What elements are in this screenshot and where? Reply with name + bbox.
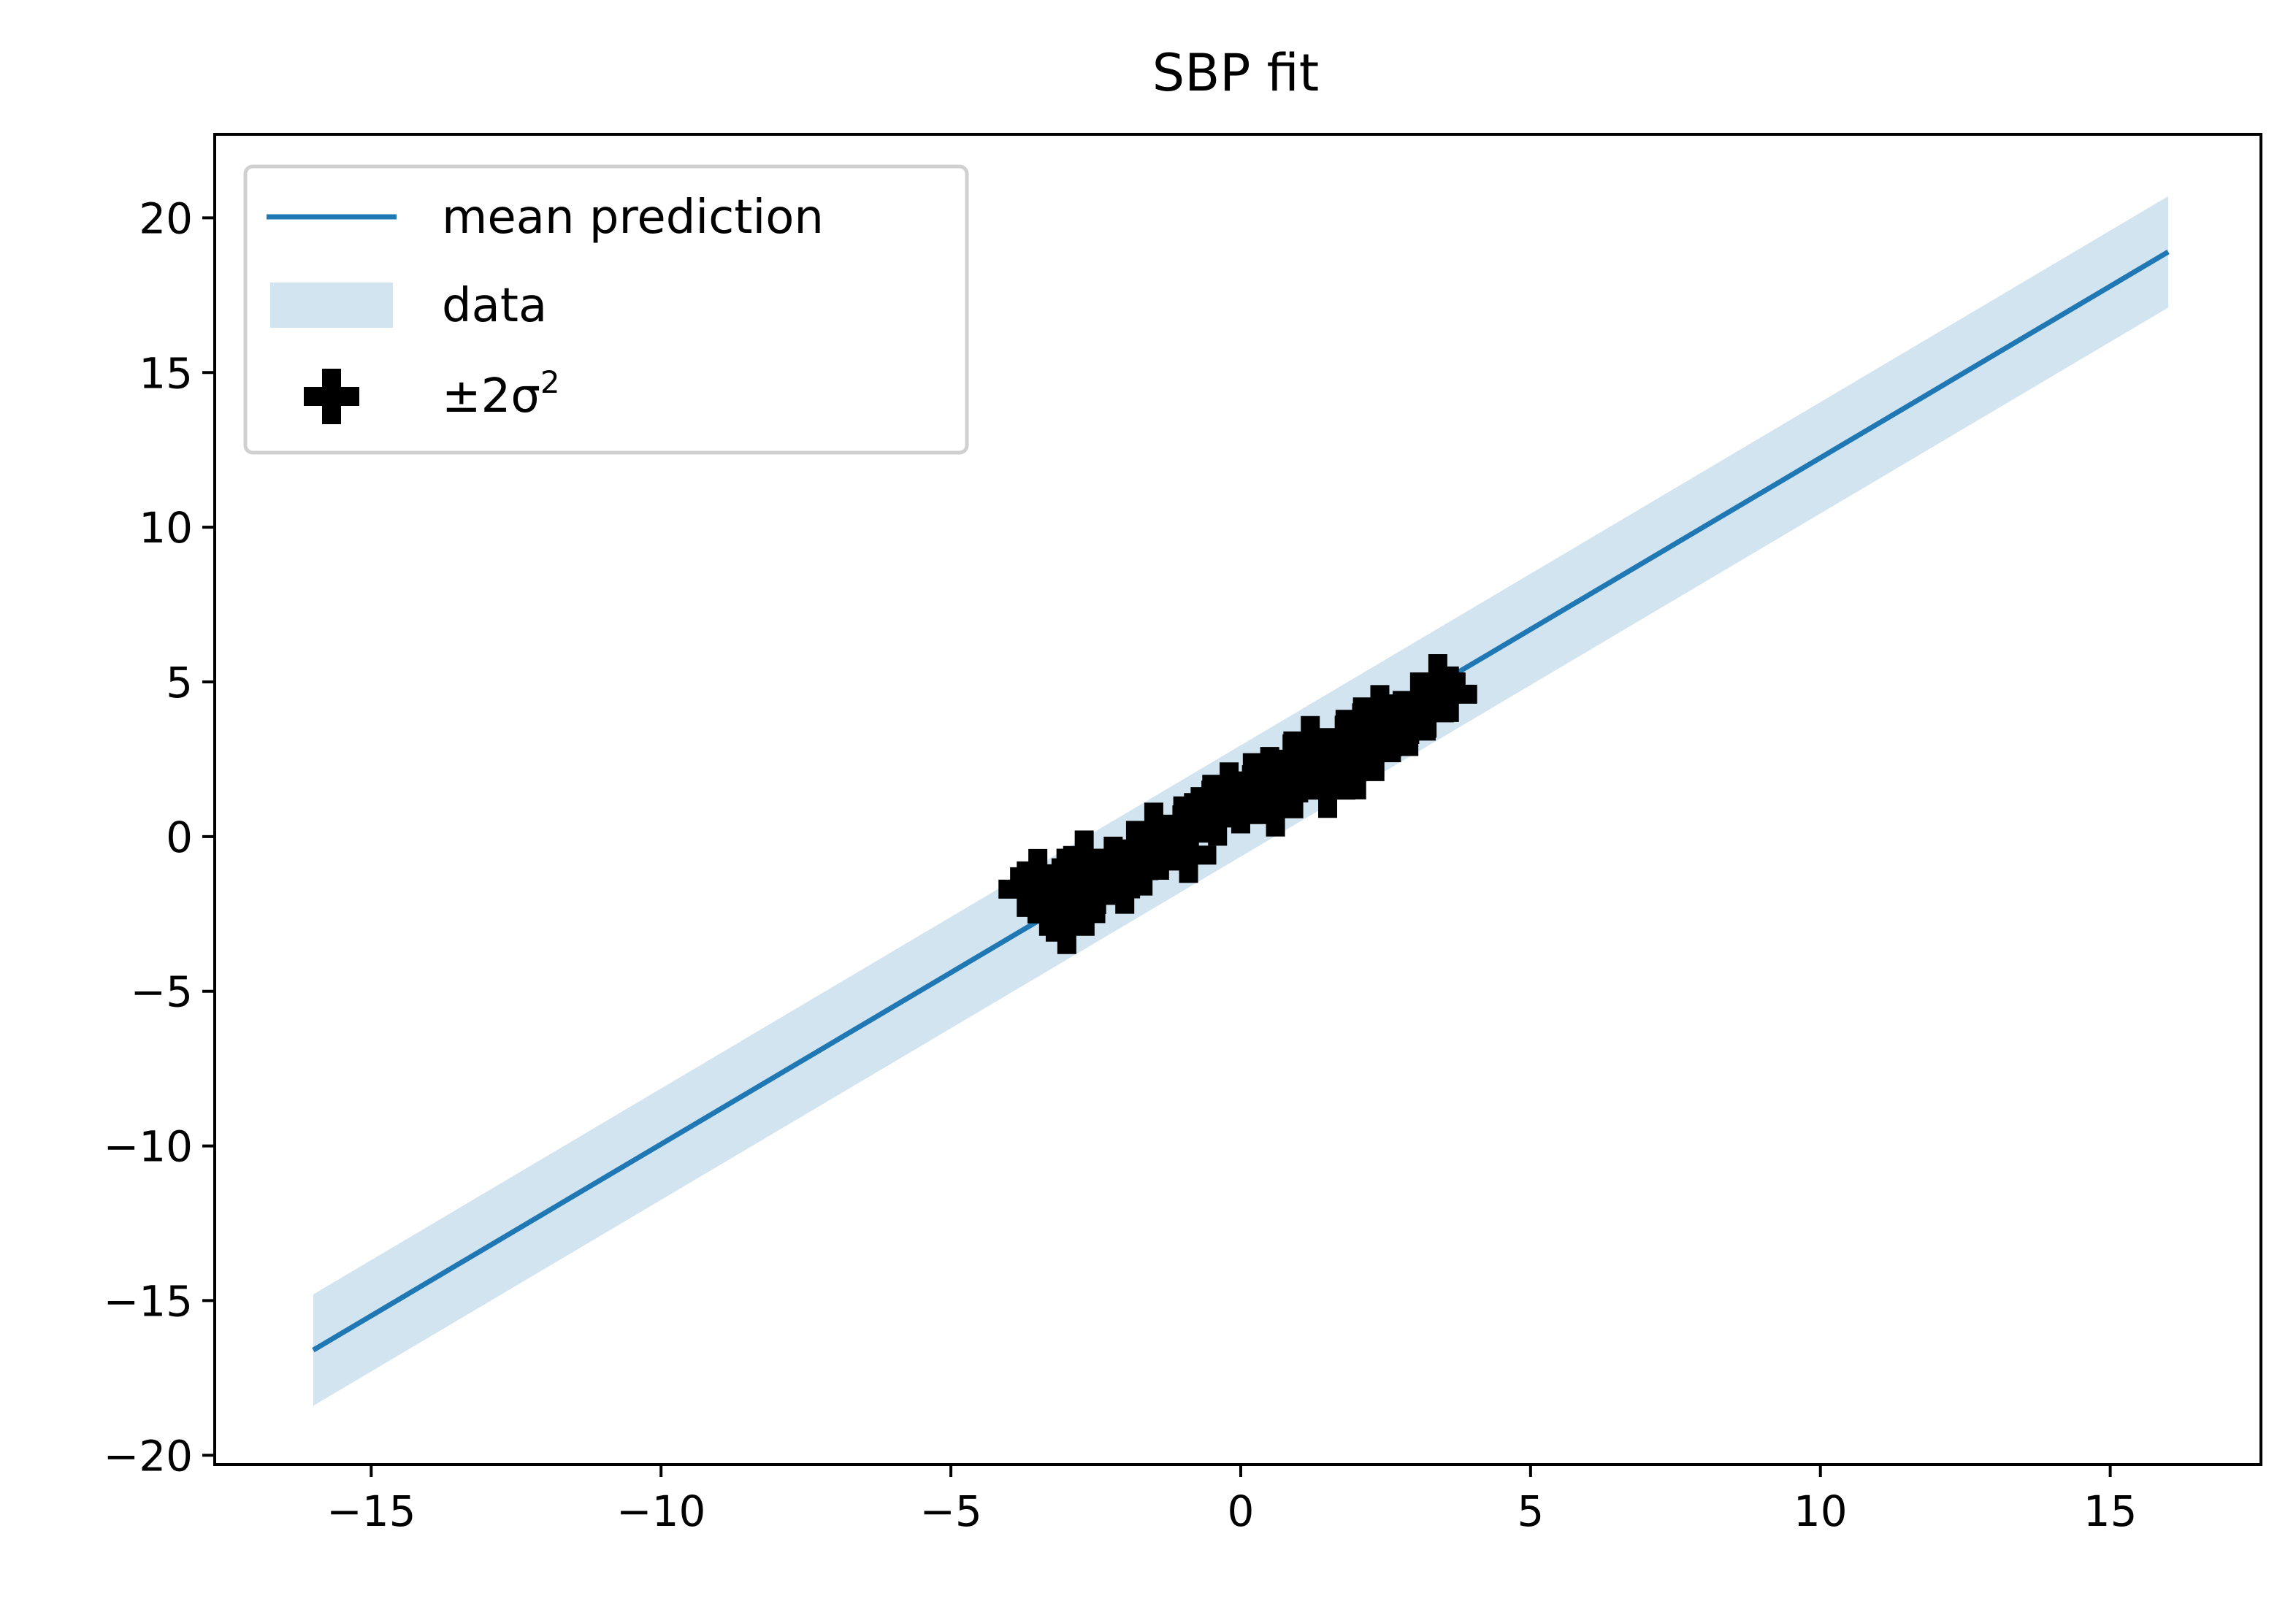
y-tick-label: 10 xyxy=(139,503,193,553)
chart-title: SBP fit xyxy=(1152,43,1319,103)
data-point xyxy=(1103,843,1159,899)
y-tick-label: −10 xyxy=(104,1122,193,1172)
x-tick-label: −5 xyxy=(919,1486,982,1536)
x-tick-label: 0 xyxy=(1228,1486,1255,1536)
data-point xyxy=(1230,768,1286,824)
data-point xyxy=(1038,898,1095,954)
x-tick-label: 15 xyxy=(2083,1486,2138,1536)
data-point xyxy=(1317,710,1373,766)
axes: −15 −10 −5 0 5 10 15 −20 −15 −10 −5 0 5 10 15 20 xyxy=(104,133,2262,1536)
legend-label-points-superscript: 2 xyxy=(540,364,560,400)
legend-band-swatch xyxy=(270,283,393,328)
data-point xyxy=(1247,780,1304,837)
legend-label-points-base: ±2σ xyxy=(442,369,540,423)
legend-label-data: data xyxy=(442,279,547,333)
x-tick-label: 10 xyxy=(1794,1486,1848,1536)
y-tick-label: 5 xyxy=(166,658,193,707)
data-point xyxy=(1346,718,1402,775)
data-point xyxy=(1190,790,1246,846)
data-point xyxy=(1143,815,1199,871)
data-point xyxy=(1033,858,1089,914)
data-point xyxy=(1328,743,1385,799)
y-tick-label: 15 xyxy=(139,348,193,398)
plot-area xyxy=(312,196,2170,1406)
data-point xyxy=(1300,762,1356,818)
data-point xyxy=(1381,700,1437,756)
y-tick-label: −20 xyxy=(104,1431,193,1481)
y-tick-label: 0 xyxy=(166,813,193,862)
data-point xyxy=(1398,685,1454,741)
data-point xyxy=(1259,759,1315,816)
axes-frame xyxy=(213,133,2262,1466)
x-tick-label: −10 xyxy=(616,1486,705,1536)
legend: mean prediction data ±2σ2 xyxy=(243,164,969,455)
data-point xyxy=(1160,827,1217,883)
data-point xyxy=(1241,747,1298,803)
data-point xyxy=(1068,867,1124,924)
data-point xyxy=(1305,728,1361,784)
legend-box xyxy=(243,164,969,455)
legend-label-mean-prediction: mean prediction xyxy=(442,191,824,245)
data-point xyxy=(1421,666,1477,722)
y-tick-label: −15 xyxy=(104,1276,193,1326)
y-tick-label: 20 xyxy=(139,193,193,243)
legend-points-swatch xyxy=(304,369,359,424)
legend-label-points: ±2σ2 xyxy=(442,364,560,423)
x-tick-label: 5 xyxy=(1517,1486,1544,1536)
y-tick-label: −5 xyxy=(131,967,194,1017)
x-tick-label: −15 xyxy=(326,1486,416,1536)
data-point xyxy=(1334,697,1390,753)
data-point xyxy=(1409,653,1466,710)
